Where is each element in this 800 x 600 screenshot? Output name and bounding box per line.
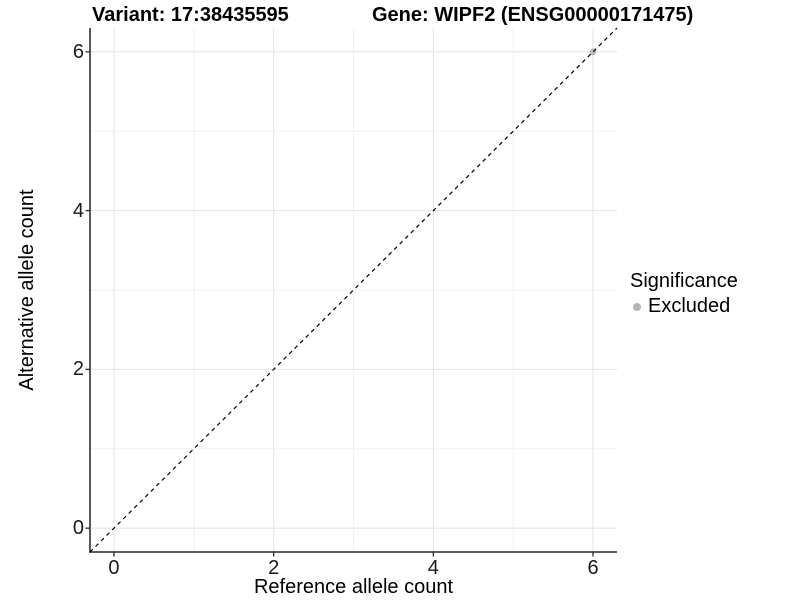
x-tick-label: 0 [108, 557, 120, 579]
x-axis-title: Reference allele count [253, 576, 453, 598]
y-tick-label: 0 [72, 517, 84, 540]
plot-title-gene: Gene: WIPF2 (ENSG00000171475) [372, 4, 694, 26]
legend-item-label: Excluded [648, 295, 731, 317]
identity-line [89, 27, 618, 553]
y-tick-label: 6 [72, 40, 84, 63]
x-tick-label: 4 [427, 557, 439, 579]
x-tick-label: 2 [268, 557, 280, 579]
legend-item-excluded: Excluded [630, 295, 738, 318]
legend-title: Significance [630, 270, 738, 292]
x-tick-label: 6 [587, 557, 599, 579]
y-tick-label: 2 [72, 358, 84, 381]
legend: Significance Excluded [630, 270, 738, 318]
y-axis-title: Alternative allele count [16, 189, 38, 391]
excluded-point-icon [633, 302, 641, 311]
y-tick-label: 4 [72, 199, 84, 222]
plot-title-variant: Variant: 17:38435595 [92, 4, 289, 26]
